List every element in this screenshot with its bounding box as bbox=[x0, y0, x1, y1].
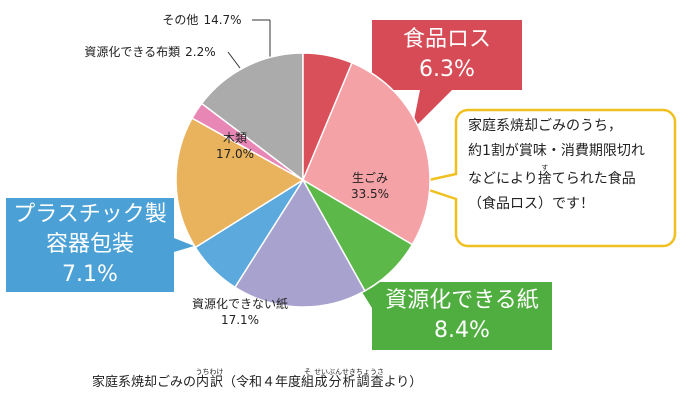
value-label: 2.2% bbox=[185, 45, 216, 59]
category-label: 生ごみ bbox=[351, 171, 388, 185]
leader-line bbox=[227, 51, 241, 69]
value-label: 8.4% bbox=[434, 318, 490, 343]
bubble-line: 約1割が賞味・消費期限切れ bbox=[468, 139, 682, 164]
ruby-reading: す bbox=[537, 164, 552, 172]
slice-label: 資源化できる布類 2.2% bbox=[70, 44, 230, 60]
text-segment: 家庭系焼却ごみの bbox=[92, 375, 197, 390]
slice-label: その他 14.7% bbox=[150, 12, 254, 28]
value-label: 33.5% bbox=[350, 187, 390, 201]
ruby-text: 組そ bbox=[301, 368, 315, 390]
value-label: 7.1% bbox=[62, 262, 118, 287]
bubble-text: 家庭系焼却ごみのうち， 約1割が賞味・消費期限切れ などにより捨すてられた食品 （食品… bbox=[456, 114, 682, 217]
text-segment: 組 bbox=[301, 375, 315, 390]
pie-slice bbox=[302, 52, 353, 181]
slice-label: 資源化できない紙 17.1% bbox=[180, 296, 300, 328]
callout-label: 食品ロス 6.3% bbox=[372, 20, 522, 90]
callout-box bbox=[347, 268, 552, 350]
footnote: 家庭系焼却ごみの内訳うちわけ（令和４年度組そ成分析調査せいぶんせきちょうさより） bbox=[92, 368, 422, 390]
category-label: 資源化できない紙 bbox=[191, 297, 288, 311]
ruby-reading: うちわけ bbox=[195, 368, 224, 376]
ruby-text: 捨す bbox=[537, 164, 552, 187]
text-segment: より） bbox=[383, 375, 423, 390]
callout-box bbox=[6, 198, 194, 292]
slice-label: 生ごみ 33.5% bbox=[340, 170, 400, 202]
bubble-line: 家庭系焼却ごみのうち， bbox=[468, 114, 682, 139]
ruby-reading: そ bbox=[301, 368, 315, 376]
text-segment: てられた食品 bbox=[551, 171, 636, 187]
slice-label: 木類 17.0% bbox=[205, 130, 265, 162]
category-label: 食品ロス bbox=[402, 27, 491, 52]
ruby-text: 成分析調査せいぶんせきちょうさ bbox=[314, 368, 385, 390]
callout-label: 資源化できる紙 8.4% bbox=[372, 282, 552, 350]
text-segment: （令和４年度 bbox=[223, 375, 302, 390]
bubble-line: （食品ロス）です！ bbox=[468, 192, 682, 217]
text-segment: などにより bbox=[468, 171, 538, 187]
text-segment: 捨 bbox=[537, 171, 552, 187]
pie bbox=[175, 52, 431, 308]
value-label: 14.7% bbox=[203, 13, 242, 27]
speech-bubble bbox=[406, 108, 677, 248]
text-segment: 内訳 bbox=[195, 375, 224, 390]
text-segment: 成分析調査 bbox=[314, 375, 385, 390]
callout-label: プラスチック製容器包装 7.1% bbox=[6, 198, 174, 292]
category-label: その他 bbox=[162, 13, 199, 27]
ruby-text: 内訳うちわけ bbox=[195, 368, 224, 390]
category-label: プラスチック製容器包装 bbox=[13, 202, 167, 257]
pie-slice bbox=[200, 52, 304, 182]
value-label: 17.0% bbox=[215, 147, 255, 161]
category-label: 木類 bbox=[222, 131, 247, 145]
value-label: 6.3% bbox=[419, 57, 475, 82]
category-label: 資源化できる紙 bbox=[385, 288, 539, 313]
text-segment: 家庭系焼却ごみのうち， bbox=[468, 118, 622, 134]
pie-slice bbox=[233, 178, 366, 308]
category-label: 資源化できる布類 bbox=[84, 45, 181, 59]
callout-box bbox=[372, 20, 522, 130]
ruby-reading: せいぶんせきちょうさ bbox=[314, 368, 385, 376]
value-label: 17.1% bbox=[220, 313, 260, 327]
bubble-line: などにより捨すてられた食品 bbox=[468, 164, 682, 192]
text-segment: （食品ロス）です！ bbox=[468, 196, 594, 212]
pie-slice bbox=[175, 117, 305, 249]
text-segment: 約1割が賞味・消費期限切れ bbox=[468, 143, 645, 159]
